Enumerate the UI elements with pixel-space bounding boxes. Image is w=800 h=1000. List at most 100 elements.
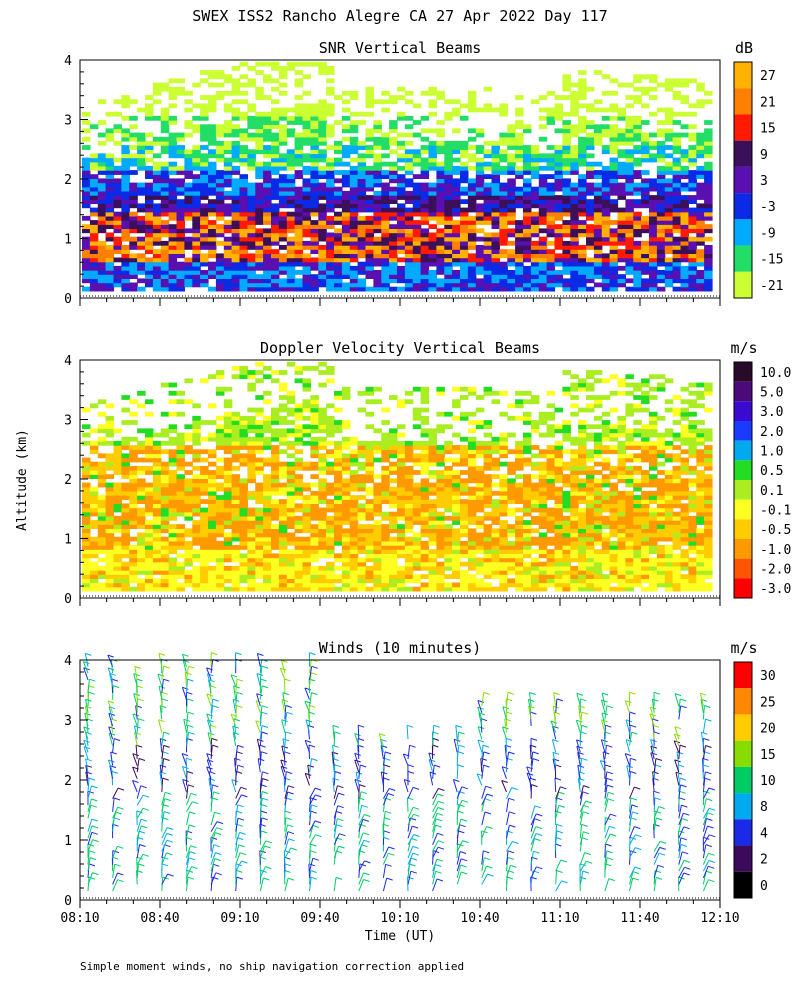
heatmap-cell bbox=[334, 270, 343, 275]
heatmap-cell bbox=[656, 274, 666, 279]
heatmap-cell bbox=[475, 278, 485, 284]
heatmap-cell bbox=[688, 174, 697, 179]
heatmap-cell bbox=[168, 511, 178, 517]
heatmap-cell bbox=[578, 224, 587, 229]
heatmap-cell bbox=[113, 524, 122, 529]
heatmap-cell bbox=[381, 586, 390, 592]
heatmap-cell bbox=[436, 253, 445, 259]
heatmap-cell bbox=[704, 215, 713, 221]
heatmap-cell bbox=[278, 128, 288, 134]
heatmap-cell bbox=[200, 532, 209, 538]
heatmap-cell bbox=[428, 540, 437, 546]
heatmap-cell bbox=[310, 395, 319, 400]
heatmap-cell bbox=[176, 149, 185, 155]
heatmap-cell bbox=[341, 257, 351, 263]
heatmap-cell bbox=[184, 432, 193, 438]
heatmap-cell bbox=[278, 536, 288, 542]
heatmap-cell bbox=[286, 428, 296, 434]
heatmap-cell bbox=[278, 111, 288, 117]
heatmap-cell bbox=[357, 270, 367, 275]
heatmap-cell bbox=[255, 90, 264, 96]
heatmap-cell bbox=[263, 424, 272, 430]
heatmap-cell bbox=[373, 228, 382, 234]
y-tick-label: 1 bbox=[64, 233, 72, 248]
heatmap-cell bbox=[318, 370, 327, 375]
heatmap-cell bbox=[318, 261, 327, 267]
heatmap-cell bbox=[302, 286, 311, 292]
heatmap-cell bbox=[152, 570, 162, 575]
heatmap-cell bbox=[176, 449, 185, 455]
heatmap-cell bbox=[97, 157, 107, 163]
heatmap-cell bbox=[404, 161, 414, 167]
heatmap-cell bbox=[641, 170, 650, 175]
heatmap-cell bbox=[200, 195, 209, 200]
heatmap-cell bbox=[404, 470, 414, 475]
heatmap-cell bbox=[223, 265, 233, 271]
heatmap-cell bbox=[460, 449, 469, 455]
heatmap-cell bbox=[223, 503, 233, 509]
heatmap-cell bbox=[137, 561, 146, 567]
heatmap-cell bbox=[184, 90, 193, 96]
heatmap-cell bbox=[263, 415, 272, 421]
heatmap-cell bbox=[444, 165, 453, 171]
heatmap-cell bbox=[192, 82, 201, 88]
heatmap-cell bbox=[467, 461, 477, 467]
heatmap-cell bbox=[278, 211, 288, 217]
heatmap-cell bbox=[341, 436, 351, 442]
heatmap-cell bbox=[121, 420, 130, 425]
heatmap-cell bbox=[294, 545, 304, 550]
heatmap-cell bbox=[515, 270, 524, 275]
heatmap-cell bbox=[160, 495, 170, 500]
heatmap-cell bbox=[152, 482, 162, 488]
heatmap-cell bbox=[381, 270, 390, 275]
heatmap-cell bbox=[326, 370, 335, 375]
heatmap-cell bbox=[436, 257, 445, 263]
heatmap-cell bbox=[105, 574, 115, 579]
heatmap-cell bbox=[452, 170, 461, 175]
heatmap-cell bbox=[538, 182, 548, 188]
heatmap-cell bbox=[137, 478, 146, 484]
heatmap-cell bbox=[704, 140, 713, 146]
heatmap-cell bbox=[341, 182, 351, 188]
heatmap-cell bbox=[89, 461, 99, 467]
heatmap-cell bbox=[601, 115, 611, 121]
heatmap-cell bbox=[168, 90, 178, 96]
heatmap-cell bbox=[129, 486, 138, 492]
heatmap-cell bbox=[223, 507, 233, 513]
heatmap-cell bbox=[278, 561, 288, 567]
heatmap-cell bbox=[255, 111, 264, 117]
heatmap-cell bbox=[444, 190, 453, 196]
heatmap-cell bbox=[649, 274, 658, 279]
heatmap-cell bbox=[570, 265, 579, 271]
heatmap-cell bbox=[515, 170, 524, 175]
heatmap-cell bbox=[586, 240, 595, 246]
heatmap-cell bbox=[357, 486, 367, 492]
heatmap-cell bbox=[436, 386, 445, 392]
heatmap-cell bbox=[247, 582, 256, 588]
heatmap-cell bbox=[302, 195, 311, 200]
heatmap-cell bbox=[428, 253, 437, 259]
colorbar-label: -21 bbox=[760, 279, 783, 294]
heatmap-cell bbox=[404, 286, 414, 292]
heatmap-cell bbox=[452, 515, 461, 521]
heatmap-cell bbox=[349, 236, 359, 242]
heatmap-cell bbox=[255, 232, 264, 238]
heatmap-cell bbox=[452, 490, 461, 496]
heatmap-cell bbox=[192, 420, 201, 425]
heatmap-cell bbox=[176, 561, 185, 567]
heatmap-cell bbox=[475, 582, 485, 588]
heatmap-cell bbox=[215, 428, 225, 434]
heatmap-cell bbox=[452, 111, 461, 117]
heatmap-cell bbox=[688, 103, 697, 109]
heatmap-cell bbox=[499, 157, 508, 163]
heatmap-cell bbox=[641, 149, 650, 155]
heatmap-cell bbox=[326, 195, 335, 200]
heatmap-cell bbox=[373, 482, 382, 488]
heatmap-cell bbox=[255, 570, 264, 575]
heatmap-cell bbox=[294, 482, 304, 488]
heatmap-cell bbox=[89, 474, 99, 479]
heatmap-cell bbox=[310, 140, 319, 146]
heatmap-cell bbox=[664, 195, 674, 200]
heatmap-cell bbox=[601, 270, 611, 275]
heatmap-cell bbox=[89, 224, 99, 229]
